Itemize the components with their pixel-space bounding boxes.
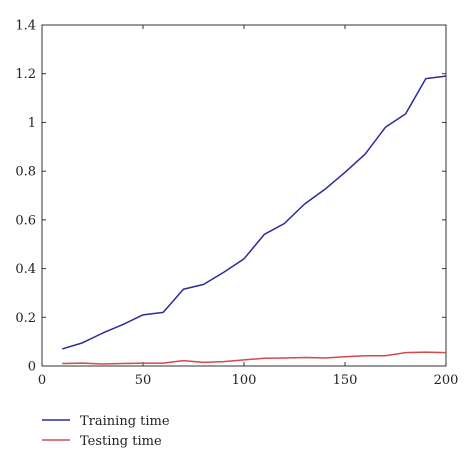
data-point	[263, 234, 265, 236]
data-point	[223, 271, 225, 273]
series-line-training-time	[61, 75, 447, 350]
data-point	[263, 357, 265, 359]
data-point	[425, 78, 427, 80]
x-tick-label: 50	[135, 373, 152, 388]
data-point	[142, 314, 144, 316]
data-point	[304, 357, 306, 359]
x-tick-label: 0	[38, 373, 46, 388]
y-tick-label: 0.2	[15, 311, 36, 326]
y-tick-label: 1.4	[15, 19, 36, 34]
data-point	[425, 351, 427, 353]
x-tick-label: 150	[333, 373, 358, 388]
data-point	[284, 223, 286, 225]
data-point	[162, 312, 164, 314]
data-point	[223, 361, 225, 363]
y-tick-label: 0	[28, 360, 36, 375]
data-point	[284, 357, 286, 359]
data-point	[405, 352, 407, 354]
data-point	[102, 332, 104, 334]
data-point	[122, 363, 124, 365]
data-point	[364, 355, 366, 357]
data-point	[243, 258, 245, 260]
legend-label-training: Training time	[80, 414, 170, 429]
data-point	[344, 172, 346, 174]
data-point	[61, 363, 63, 365]
data-point	[385, 127, 387, 129]
data-point	[122, 324, 124, 326]
data-point	[142, 362, 144, 364]
data-point	[203, 284, 205, 286]
data-point	[344, 356, 346, 358]
legend: Training time Testing time	[42, 414, 170, 449]
data-point	[405, 113, 407, 115]
data-point	[162, 362, 164, 364]
y-tick-label: 0.6	[15, 213, 36, 228]
x-tick-label: 200	[434, 373, 459, 388]
plot-frame	[41, 24, 447, 367]
legend-label-testing: Testing time	[80, 434, 162, 449]
data-point	[385, 355, 387, 357]
data-point	[183, 288, 185, 290]
data-point	[304, 203, 306, 205]
data-point	[364, 153, 366, 155]
y-tick-label: 0.4	[15, 262, 36, 277]
y-axis: 0 0.2 0.4 0.6 0.8 1 1.2 1.4	[15, 19, 446, 375]
data-point	[82, 362, 84, 364]
data-point	[324, 357, 326, 359]
y-tick-label: 0.8	[15, 165, 36, 180]
y-tick-label: 1	[28, 116, 36, 131]
data-point	[61, 348, 63, 350]
x-tick-label: 100	[232, 373, 257, 388]
series-layer	[61, 75, 447, 365]
data-point	[203, 362, 205, 364]
data-point	[102, 363, 104, 365]
data-point	[243, 359, 245, 361]
data-point	[183, 360, 185, 362]
y-tick-label: 1.2	[15, 67, 36, 82]
series-line-testing-time	[62, 351, 447, 365]
data-point	[82, 342, 84, 344]
x-axis: 0 50 100 150 200	[38, 25, 459, 388]
data-point	[445, 352, 447, 354]
data-point	[324, 189, 326, 191]
data-point	[445, 75, 447, 77]
